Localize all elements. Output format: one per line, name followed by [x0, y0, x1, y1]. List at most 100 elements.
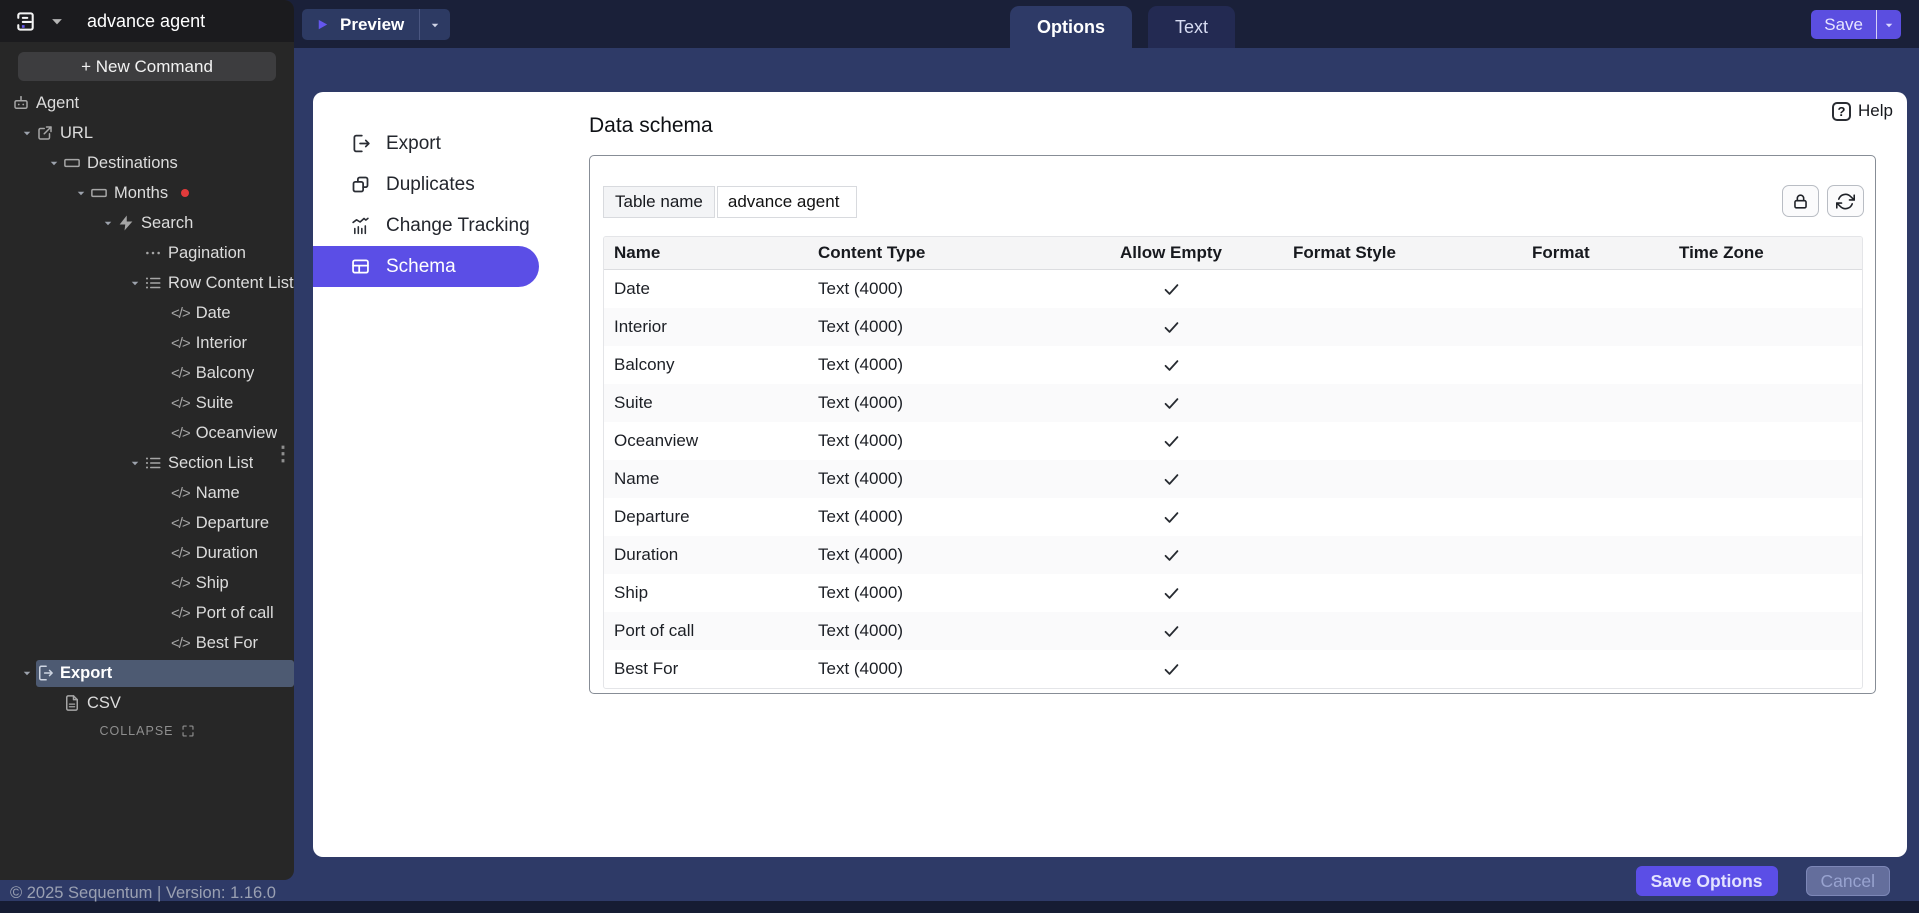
refresh-button[interactable] [1827, 185, 1864, 217]
table-row-departure[interactable]: Departure Text (4000) [604, 498, 1862, 536]
table-row-date[interactable]: Date Text (4000) [604, 270, 1862, 308]
tree-item-body: Destinations [63, 150, 294, 177]
chevron-down-icon[interactable] [125, 277, 144, 289]
view-tabs: Options Text [1010, 6, 1236, 48]
table-name-group: Table name [603, 186, 857, 218]
tab-options[interactable]: Options [1010, 6, 1132, 48]
panel-toolbar [1782, 185, 1864, 217]
chevron-down-icon[interactable] [44, 157, 63, 169]
table-row-interior[interactable]: Interior Text (4000) [604, 308, 1862, 346]
tree-item-export[interactable]: Export [0, 658, 294, 688]
check-icon [1162, 584, 1181, 603]
export-file-icon [36, 664, 54, 682]
table-row-ship[interactable]: Ship Text (4000) [604, 574, 1862, 612]
chevron-down-icon[interactable] [71, 187, 90, 199]
robot-icon [12, 94, 30, 112]
preview-button[interactable]: Preview [302, 9, 451, 40]
tree-item-agent[interactable]: Agent [0, 88, 294, 118]
table-row-name[interactable]: Name Text (4000) [604, 460, 1862, 498]
cell-content-type: Text (4000) [818, 659, 904, 678]
tree-item-destinations[interactable]: Destinations [0, 148, 294, 178]
tree-item-body: </> Balcony [171, 360, 294, 387]
tree-item-interior[interactable]: </> Interior [0, 328, 294, 358]
tree-item-months[interactable]: Months [0, 178, 294, 208]
tree-item-balcony[interactable]: </> Balcony [0, 358, 294, 388]
save-dropdown-button[interactable] [1877, 10, 1901, 39]
tree-item-label: CSV [87, 693, 121, 712]
tree-item-label: Search [141, 213, 194, 232]
schema-panel: Table name Name Content Type Allow Empty Fo… [589, 155, 1876, 694]
table-row-best-for[interactable]: Best For Text (4000) [604, 650, 1862, 688]
table-row-balcony[interactable]: Balcony Text (4000) [604, 346, 1862, 384]
menu-item-schema[interactable]: Schema [313, 246, 539, 287]
collapse-button[interactable]: COLLAPSE [0, 724, 294, 738]
tree-item-duration[interactable]: </> Duration [0, 538, 294, 568]
tree-item-best-for[interactable]: </> Best For [0, 628, 294, 658]
tree-item-row-content-list[interactable]: Row Content List [0, 268, 294, 298]
cell-content-type: Text (4000) [818, 317, 904, 336]
sidebar-resize-handle[interactable]: ⋮ [273, 443, 293, 465]
table-name-input[interactable] [716, 186, 857, 218]
bottom-strip [0, 901, 1919, 913]
tree-item-pagination[interactable]: Pagination [0, 238, 294, 268]
save-options-button[interactable]: Save Options [1635, 866, 1778, 896]
tree-item-label: Interior [195, 333, 248, 352]
new-command-button[interactable]: + New Command [18, 52, 276, 81]
column-header-name: Name [614, 243, 661, 262]
chevron-down-icon[interactable] [48, 12, 66, 30]
table-row-duration[interactable]: Duration Text (4000) [604, 536, 1862, 574]
tree-item-date[interactable]: </> Date [0, 298, 294, 328]
tree-item-body: </> Duration [171, 540, 294, 567]
tree-item-name[interactable]: </> Name [0, 478, 294, 508]
lock-button[interactable] [1782, 185, 1819, 217]
tree-item-ship[interactable]: </> Ship [0, 568, 294, 598]
tree-item-oceanview[interactable]: </> Oceanview [0, 418, 294, 448]
tree-item-body: Months [90, 180, 294, 207]
tree-item-departure[interactable]: </> Departure [0, 508, 294, 538]
tree-item-label: Ship [195, 573, 229, 592]
refresh-icon [1836, 192, 1855, 211]
tree-item-label: URL [60, 123, 94, 142]
table-row-oceanview[interactable]: Oceanview Text (4000) [604, 422, 1862, 460]
cell-name: Oceanview [614, 431, 699, 450]
table-row-port-of-call[interactable]: Port of call Text (4000) [604, 612, 1862, 650]
tree-item-body: Export [36, 659, 294, 687]
cell-allow-empty [1110, 584, 1283, 603]
menu-item-change-tracking[interactable]: Change Tracking [313, 205, 539, 246]
chevron-down-icon[interactable] [17, 667, 36, 679]
sequentum-logo [12, 8, 39, 35]
input-box-icon [90, 184, 108, 202]
table-row-suite[interactable]: Suite Text (4000) [604, 384, 1862, 422]
menu-item-duplicates[interactable]: Duplicates [313, 164, 539, 205]
tree-item-url[interactable]: URL [0, 118, 294, 148]
check-icon [1162, 508, 1181, 527]
preview-dropdown-button[interactable] [420, 9, 450, 40]
chevron-down-icon[interactable] [17, 127, 36, 139]
menu-item-export[interactable]: Export [313, 123, 539, 164]
column-header-allow-empty: Allow Empty [1120, 243, 1223, 262]
tree-item-section-list[interactable]: Section List [0, 448, 294, 478]
cell-name: Ship [614, 583, 649, 602]
chevron-down-icon[interactable] [98, 217, 117, 229]
cell-name: Name [614, 469, 660, 488]
tree-item-body: URL [36, 120, 294, 147]
help-button[interactable]: ? Help [1832, 101, 1893, 121]
tree-item-csv[interactable]: CSV [0, 688, 294, 718]
tree-item-suite[interactable]: </> Suite [0, 388, 294, 418]
cancel-button[interactable]: Cancel [1805, 866, 1890, 896]
tree-item-body: CSV [63, 690, 294, 717]
column-header-content-type: Content Type [818, 243, 926, 262]
tree-item-search[interactable]: Search [0, 208, 294, 238]
options-menu: Export Duplicates Change Tracking Schema [313, 123, 539, 287]
menu-item-label: Duplicates [386, 173, 475, 195]
chevron-down-icon[interactable] [125, 457, 144, 469]
cell-allow-empty [1110, 470, 1283, 489]
tree-item-port-of-call[interactable]: </> Port of call [0, 598, 294, 628]
tree-item-label: Duration [195, 543, 259, 562]
save-button[interactable]: Save [1811, 10, 1901, 39]
tree-item-label: Export [60, 663, 113, 682]
tab-text[interactable]: Text [1148, 6, 1236, 48]
schema-icon [350, 256, 371, 277]
schema-table: Name Content Type Allow Empty Format Style F… [603, 236, 1863, 689]
agent-title: advance agent [87, 10, 206, 31]
